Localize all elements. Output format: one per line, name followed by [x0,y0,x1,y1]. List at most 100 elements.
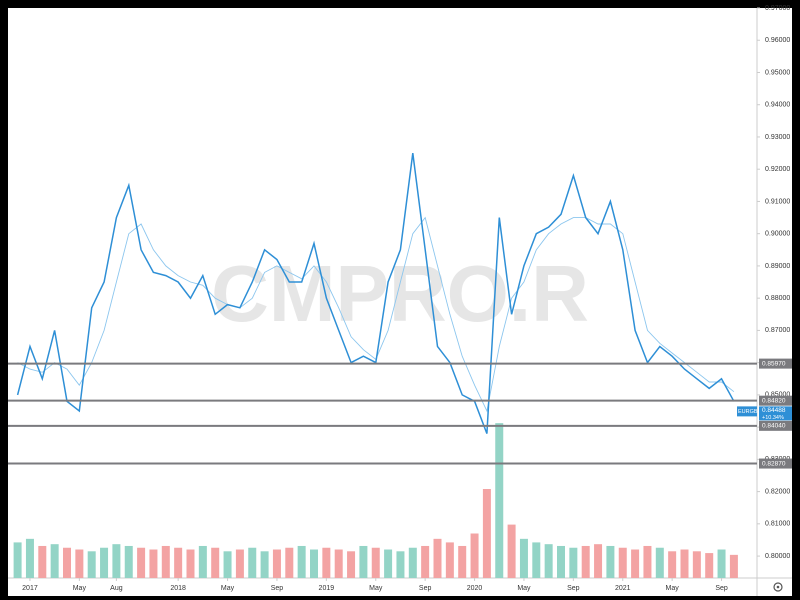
volume-bar [186,549,195,578]
level-label-box [759,458,792,469]
volume-bar [38,545,47,578]
volume-bar [112,544,121,578]
last-price-tag [737,406,757,417]
volume-bar [285,547,294,578]
x-tick-label: May [666,585,680,592]
y-tick-label: 0.93000 [765,134,790,141]
x-tick-label: 2017 [22,585,38,592]
volume-bar [569,547,578,578]
volume-bar [643,545,652,578]
x-tick-label: 2018 [170,585,186,592]
settings-icon[interactable] [773,582,783,592]
volume-bar [680,549,689,578]
chart-background [8,8,792,596]
volume-bar [322,547,331,578]
volume-bar [161,545,170,578]
volume-bar [149,549,158,578]
volume-bar [297,545,306,578]
volume-bar [594,544,603,578]
x-tick-label: 2021 [615,585,631,592]
y-tick-label: 0.92000 [765,166,790,173]
x-tick-label: Sep [419,585,432,592]
level-label: 0.85970 [762,360,786,367]
y-tick-label: 0.96000 [765,37,790,44]
y-tick-label: 0.80000 [765,553,790,560]
volume-bar [137,547,146,578]
volume-bar [211,547,220,578]
volume-bar [729,554,738,578]
volume-bar [421,545,430,578]
volume-bar [124,545,133,578]
last-price-symbol: EURGBP [738,409,762,415]
volume-bar [470,533,479,578]
x-tick-label: Aug [110,585,123,592]
volume-bar [50,544,59,578]
volume-bar [544,544,553,578]
volume-bar [557,545,565,578]
volume-bar [482,489,491,578]
level-label: 0.82870 [762,460,786,467]
volume-bar [198,545,207,578]
y-tick-label: 0.91000 [765,198,790,205]
volume-bar [532,542,541,578]
volume-bar [223,551,232,578]
volume-bar [631,549,640,578]
y-tick-label: 0.90000 [765,231,790,238]
volume-bar [655,547,664,578]
y-tick-label: 0.97000 [765,5,790,12]
last-price-label: 0.84488 [762,407,786,414]
volume-bar [445,542,454,578]
volume-bar [63,547,71,578]
volume-bar [334,549,343,578]
volume-bar [13,542,22,578]
level-label: 0.84820 [762,397,786,404]
volume-bar [384,549,393,578]
volume-bar [717,549,726,578]
x-tick-label: May [369,585,383,592]
level-label-box [759,420,792,431]
x-tick-label: 2019 [319,585,335,592]
volume-bar [581,545,590,578]
y-tick-label: 0.82000 [765,488,790,495]
volume-bar [433,538,442,578]
volume-bar [260,551,269,578]
volume-bar [100,547,109,578]
last-price-change: +10.34% [762,415,784,421]
last-price-box [759,406,792,421]
volume-bar [75,549,84,578]
volume-bar [25,538,34,578]
volume-bar [519,538,528,578]
volume-bar [310,549,318,578]
x-tick-label: Sep [271,585,284,592]
volume-bar [458,545,467,578]
y-tick-label: 0.87000 [765,327,790,334]
y-tick-label: 0.89000 [765,263,790,270]
y-tick-label: 0.94000 [765,102,790,109]
x-tick-label: Sep [715,585,728,592]
x-tick-label: May [221,585,235,592]
volume-bar [347,551,356,578]
volume-bar [705,553,714,578]
volume-bar [408,547,417,578]
watermark: CMPRO.R [211,249,589,338]
y-tick-label: 0.85000 [765,392,790,399]
volume-bar [87,551,96,578]
volume-bar [371,547,380,578]
x-tick-label: May [73,585,87,592]
volume-bar [668,551,677,578]
x-tick-label: May [517,585,531,592]
level-label-box [759,358,792,369]
volume-bar [396,551,405,578]
volume-bar [174,547,183,578]
level-label-box [759,395,792,406]
volume-bar [618,547,627,578]
volume-bar [235,549,244,578]
volume-bar [359,545,368,578]
y-tick-label: 0.95000 [765,69,790,76]
volume-bar [272,549,281,578]
y-tick-label: 0.88000 [765,295,790,302]
x-tick-label: Sep [567,585,580,592]
volume-bar [692,551,701,578]
price-line [16,153,735,434]
